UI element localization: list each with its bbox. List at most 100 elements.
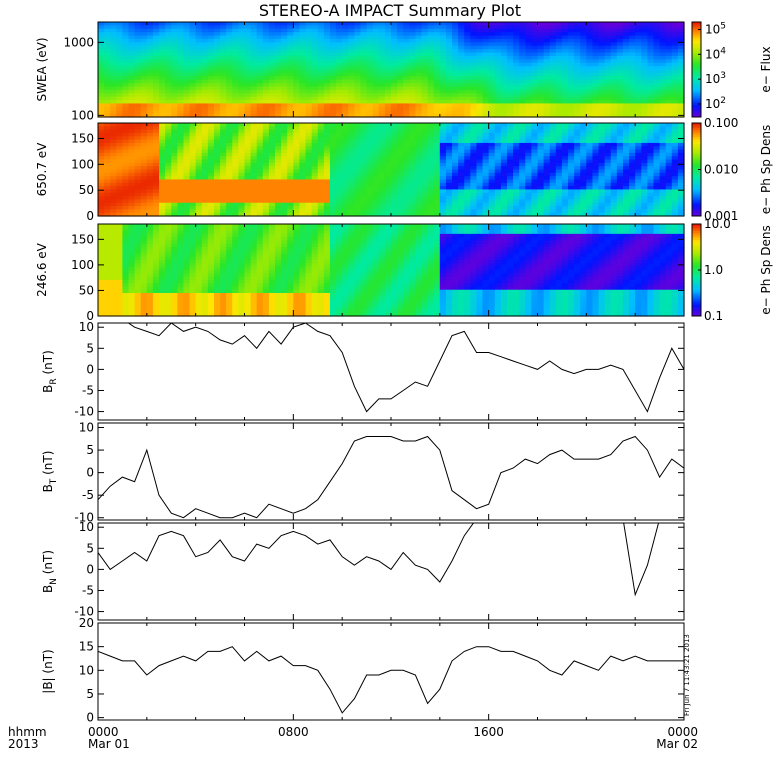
heatmap-cell [476,212,484,217]
heatmap-cell [207,52,215,57]
heatmap-cell [452,132,459,137]
heatmap-cell [104,79,111,84]
heatmap-cell [531,66,539,71]
heatmap-cell [250,152,258,157]
heatmap-cell [568,139,575,144]
heatmap-cell [488,182,496,187]
heatmap-cell [275,66,282,71]
heatmap-cell [287,22,294,26]
heatmap-cell [427,176,435,181]
heatmap-cell [207,89,215,94]
heatmap-cell [574,79,581,84]
heatmap-cell [549,93,557,98]
heatmap-cell [458,59,465,64]
heatmap-cell [494,129,502,134]
heatmap-cell [323,172,331,177]
heatmap-cell [397,123,404,127]
heatmap-cell [305,182,313,187]
heatmap-cell [110,192,117,197]
heatmap-cell [439,100,447,105]
heatmap-cell [488,59,496,64]
heatmap-cell [281,172,288,177]
heatmap-cell [256,206,264,210]
heatmap-cell [250,103,258,108]
heatmap-cell [268,176,276,181]
heatmap-cell [616,52,624,57]
heatmap-cell [531,186,539,191]
heatmap-cell [555,149,563,154]
heatmap-cell [580,45,587,50]
heatmap-cell [299,35,307,40]
heatmap-cell [543,172,551,177]
heatmap-cell [439,96,447,101]
heatmap-cell [226,196,233,200]
heatmap-cell [470,149,478,154]
heatmap-cell [513,45,520,50]
heatmap-cell [122,149,130,154]
heatmap-cell [476,209,484,214]
heatmap-cell [110,129,117,134]
heatmap-cell [543,192,551,197]
heatmap-cell [452,86,459,91]
heatmap-cell [647,76,655,81]
heatmap-cell [659,49,667,54]
heatmap-cell [140,156,148,161]
heatmap-cell [238,136,246,141]
heatmap-cell [384,166,392,171]
heatmap-cell [500,93,508,98]
heatmap-cell [348,152,355,157]
heatmap-cell [445,79,453,84]
heatmap-cell [281,103,288,108]
heatmap-cell [134,100,142,105]
heatmap-cell [250,35,258,40]
heatmap-cell [360,142,368,147]
heatmap-cell [183,149,191,154]
heatmap-cell [580,93,587,98]
heatmap-cell [561,136,569,141]
heatmap-cell [366,66,374,71]
heatmap-cell [476,42,484,47]
heatmap-cell [568,126,575,131]
heatmap-cell [360,66,368,71]
heatmap-cell [98,59,105,64]
heatmap-cell [537,146,545,151]
heatmap-cell [366,182,374,187]
heatmap-cell [323,166,331,171]
heatmap-cell [171,79,178,84]
heatmap-cell [232,106,239,111]
heatmap-cell [555,132,563,137]
heatmap-cell [152,129,160,134]
heatmap-cell [317,196,325,200]
heatmap-cell [592,76,600,81]
heatmap-cell [256,69,264,74]
heatmap-cell [305,28,313,33]
heatmap-cell [213,142,221,147]
heatmap-cell [293,100,301,105]
heatmap-cell [336,146,343,151]
heatmap-cell [104,206,111,210]
heatmap-cell [329,103,337,108]
heatmap-cell [183,129,191,134]
heatmap-cell [482,126,490,131]
heatmap-cell [232,176,239,181]
heatmap-cell [256,209,264,214]
heatmap-cell [415,69,423,74]
heatmap-cell [433,22,441,26]
heatmap-cell [580,76,587,81]
heatmap-cell [445,149,453,154]
heatmap-cell [159,89,166,94]
heatmap-cell [232,86,239,91]
heatmap-cell [305,152,313,157]
heatmap-cell [568,83,575,88]
heatmap-cell [543,89,551,94]
heatmap-cell [226,113,233,118]
heatmap-cell [256,76,264,81]
heatmap-cell [458,166,465,171]
heatmap-cell [98,93,105,98]
heatmap-cell [494,86,502,91]
heatmap-cell [653,59,661,64]
heatmap-cell [378,159,386,164]
heatmap-cell [415,66,423,71]
heatmap-cell [391,209,398,214]
heatmap-cell [641,28,648,33]
